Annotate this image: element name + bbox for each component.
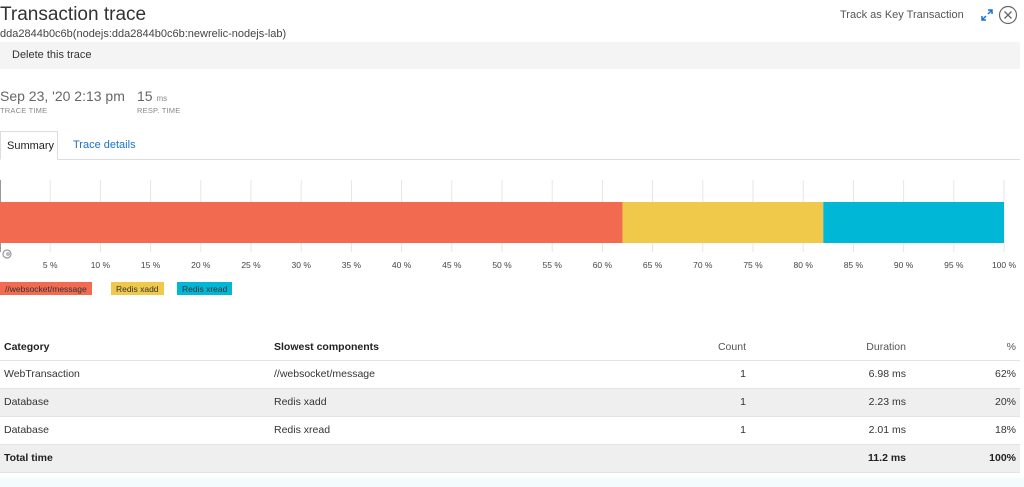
- legend-item[interactable]: Redis xread: [177, 282, 233, 295]
- chart-tick-label: 30 %: [292, 260, 312, 270]
- table-header-row: Category Slowest components Count Durati…: [0, 334, 1020, 361]
- chart-tick-label: 95 %: [944, 260, 964, 270]
- table-row: Database Redis xadd 1 2.23 ms 20%: [0, 388, 1020, 417]
- row-count: 1: [600, 360, 750, 389]
- chart-tick-label: 10 %: [91, 260, 111, 270]
- table-total-row: Total time 11.2 ms 100%: [0, 444, 1020, 473]
- legend-item[interactable]: Redis xadd: [111, 282, 164, 295]
- row-percent: 62%: [910, 360, 1020, 389]
- row-count: 1: [600, 416, 750, 445]
- chart-tick-label: 100 %: [992, 260, 1017, 270]
- row-component: Redis xread: [270, 416, 600, 445]
- page-title: Transaction trace: [0, 4, 147, 25]
- chart-tick-label: 40 %: [392, 260, 412, 270]
- row-category: WebTransaction: [0, 360, 270, 389]
- chart-tick-label: 90 %: [894, 260, 914, 270]
- chart-bar-segment[interactable]: [823, 202, 1004, 243]
- chart-tick-label: 35 %: [342, 260, 362, 270]
- chart-tick-label: 25 %: [241, 260, 261, 270]
- legend-item[interactable]: //websocket/message: [0, 282, 92, 295]
- row-count: 1: [600, 388, 750, 417]
- row-duration: 6.98 ms: [750, 360, 910, 389]
- tab-summary[interactable]: Summary: [0, 131, 58, 160]
- tab-bar: Summary Trace details: [0, 131, 1020, 160]
- breakdown-chart: 5 % 10 % 15 % 20 % 25 % 30 % 35 % 40 % 45 % 50 % 5…: [0, 180, 1017, 270]
- row-percent: 20%: [910, 388, 1020, 417]
- empty-cell: [270, 444, 600, 473]
- row-component: Redis xadd: [270, 388, 600, 417]
- chart-tick-label: 15 %: [141, 260, 161, 270]
- chart-tick-label: 50 %: [492, 260, 512, 270]
- resp-time-metric: 15 ms RESP. TIME: [137, 88, 180, 115]
- close-icon[interactable]: [998, 5, 1018, 25]
- chart-bar-segment[interactable]: [0, 202, 623, 243]
- chart-tick-label: 45 %: [442, 260, 462, 270]
- row-category: Database: [0, 388, 270, 417]
- resp-time-value: 15: [137, 88, 153, 104]
- row-duration: 2.23 ms: [750, 388, 910, 417]
- resp-time-label: RESP. TIME: [137, 106, 181, 115]
- bottom-strip: [0, 478, 1024, 487]
- expand-icon[interactable]: [981, 9, 993, 21]
- tab-trace-details[interactable]: Trace details: [73, 139, 136, 151]
- empty-cell: [600, 444, 750, 473]
- total-percent: 100%: [910, 444, 1020, 473]
- column-header-duration: Duration: [750, 334, 910, 361]
- chart-tick-label: 80 %: [794, 260, 814, 270]
- total-label: Total time: [0, 444, 270, 473]
- summary-table: Category Slowest components Count Durati…: [0, 334, 1020, 473]
- chart-tick-label: 55 %: [543, 260, 563, 270]
- row-duration: 2.01 ms: [750, 416, 910, 445]
- trace-toolbar: Delete this trace: [0, 42, 1020, 69]
- chart-tick-label: 65 %: [643, 260, 663, 270]
- column-header-percent: %: [910, 334, 1020, 361]
- host-subtitle: dda2844b0c6b(nodejs:dda2844b0c6b:newreli…: [0, 28, 287, 40]
- chart-bar-segment[interactable]: [622, 202, 824, 243]
- chart-tick-label: 5 %: [43, 260, 58, 270]
- column-header-component: Slowest components: [270, 334, 600, 361]
- resp-time-unit: ms: [156, 94, 168, 103]
- trace-time-metric: Sep 23, '20 2:13 pm TRACE TIME: [0, 88, 125, 115]
- table-row: WebTransaction //websocket/message 1 6.9…: [0, 360, 1020, 389]
- table-row: Database Redis xread 1 2.01 ms 18%: [0, 416, 1020, 445]
- chart-tick-label: 75 %: [743, 260, 763, 270]
- chart-origin-dot: [6, 252, 10, 256]
- chart-tick-label: 20 %: [191, 260, 211, 270]
- row-percent: 18%: [910, 416, 1020, 445]
- column-header-count: Count: [600, 334, 750, 361]
- track-key-transaction-link[interactable]: Track as Key Transaction: [840, 9, 964, 21]
- row-component: //websocket/message: [270, 360, 600, 389]
- chart-tick-label: 85 %: [844, 260, 864, 270]
- total-duration: 11.2 ms: [750, 444, 910, 473]
- row-category: Database: [0, 416, 270, 445]
- column-header-category: Category: [0, 334, 270, 361]
- chart-tick-label: 70 %: [693, 260, 713, 270]
- chart-tick-label: 60 %: [593, 260, 613, 270]
- trace-time-value: Sep 23, '20 2:13 pm: [0, 88, 125, 104]
- delete-trace-button[interactable]: Delete this trace: [12, 49, 92, 61]
- trace-time-label: TRACE TIME: [0, 106, 48, 115]
